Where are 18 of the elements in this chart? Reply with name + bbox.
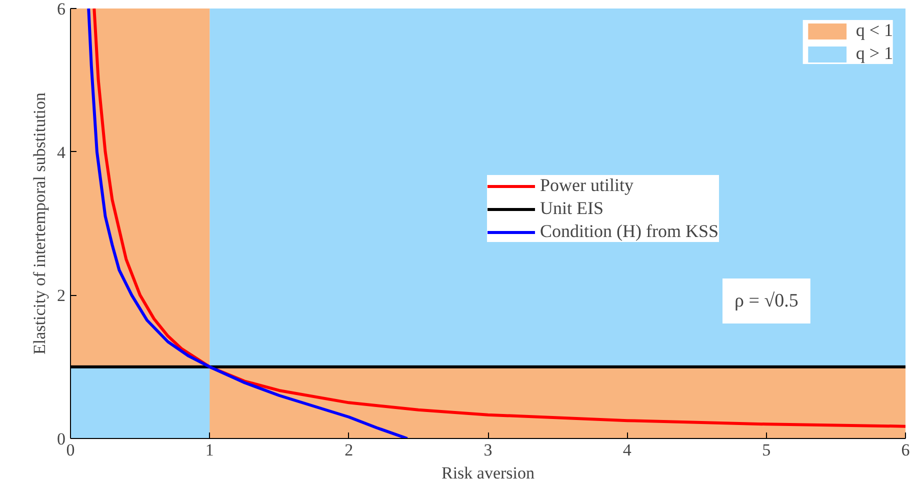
legend-label: Power utility <box>540 175 634 196</box>
y-axis-title: Elasticity of intertemporal substitution <box>30 92 49 355</box>
legend-label: Condition (H) from KSS <box>540 221 719 242</box>
legend-label: q > 1 <box>856 43 893 64</box>
x-axis-title: Risk aversion <box>441 464 536 482</box>
y-tick-label: 6 <box>57 0 66 18</box>
y-tick-label: 2 <box>57 286 66 306</box>
legend-label: q < 1 <box>856 20 893 41</box>
x-tick-label: 2 <box>344 440 354 460</box>
x-tick-label: 5 <box>762 440 771 460</box>
annotation: ρ = √0.5 <box>734 290 798 312</box>
x-tick-label: 3 <box>484 440 492 460</box>
x-tick-label: 4 <box>622 440 632 460</box>
x-tick-label: 1 <box>205 440 214 460</box>
legend-label: Unit EIS <box>540 198 604 219</box>
y-tick-label: 4 <box>57 142 66 162</box>
line-series <box>87 8 409 438</box>
x-tick-label: 6 <box>901 440 910 460</box>
